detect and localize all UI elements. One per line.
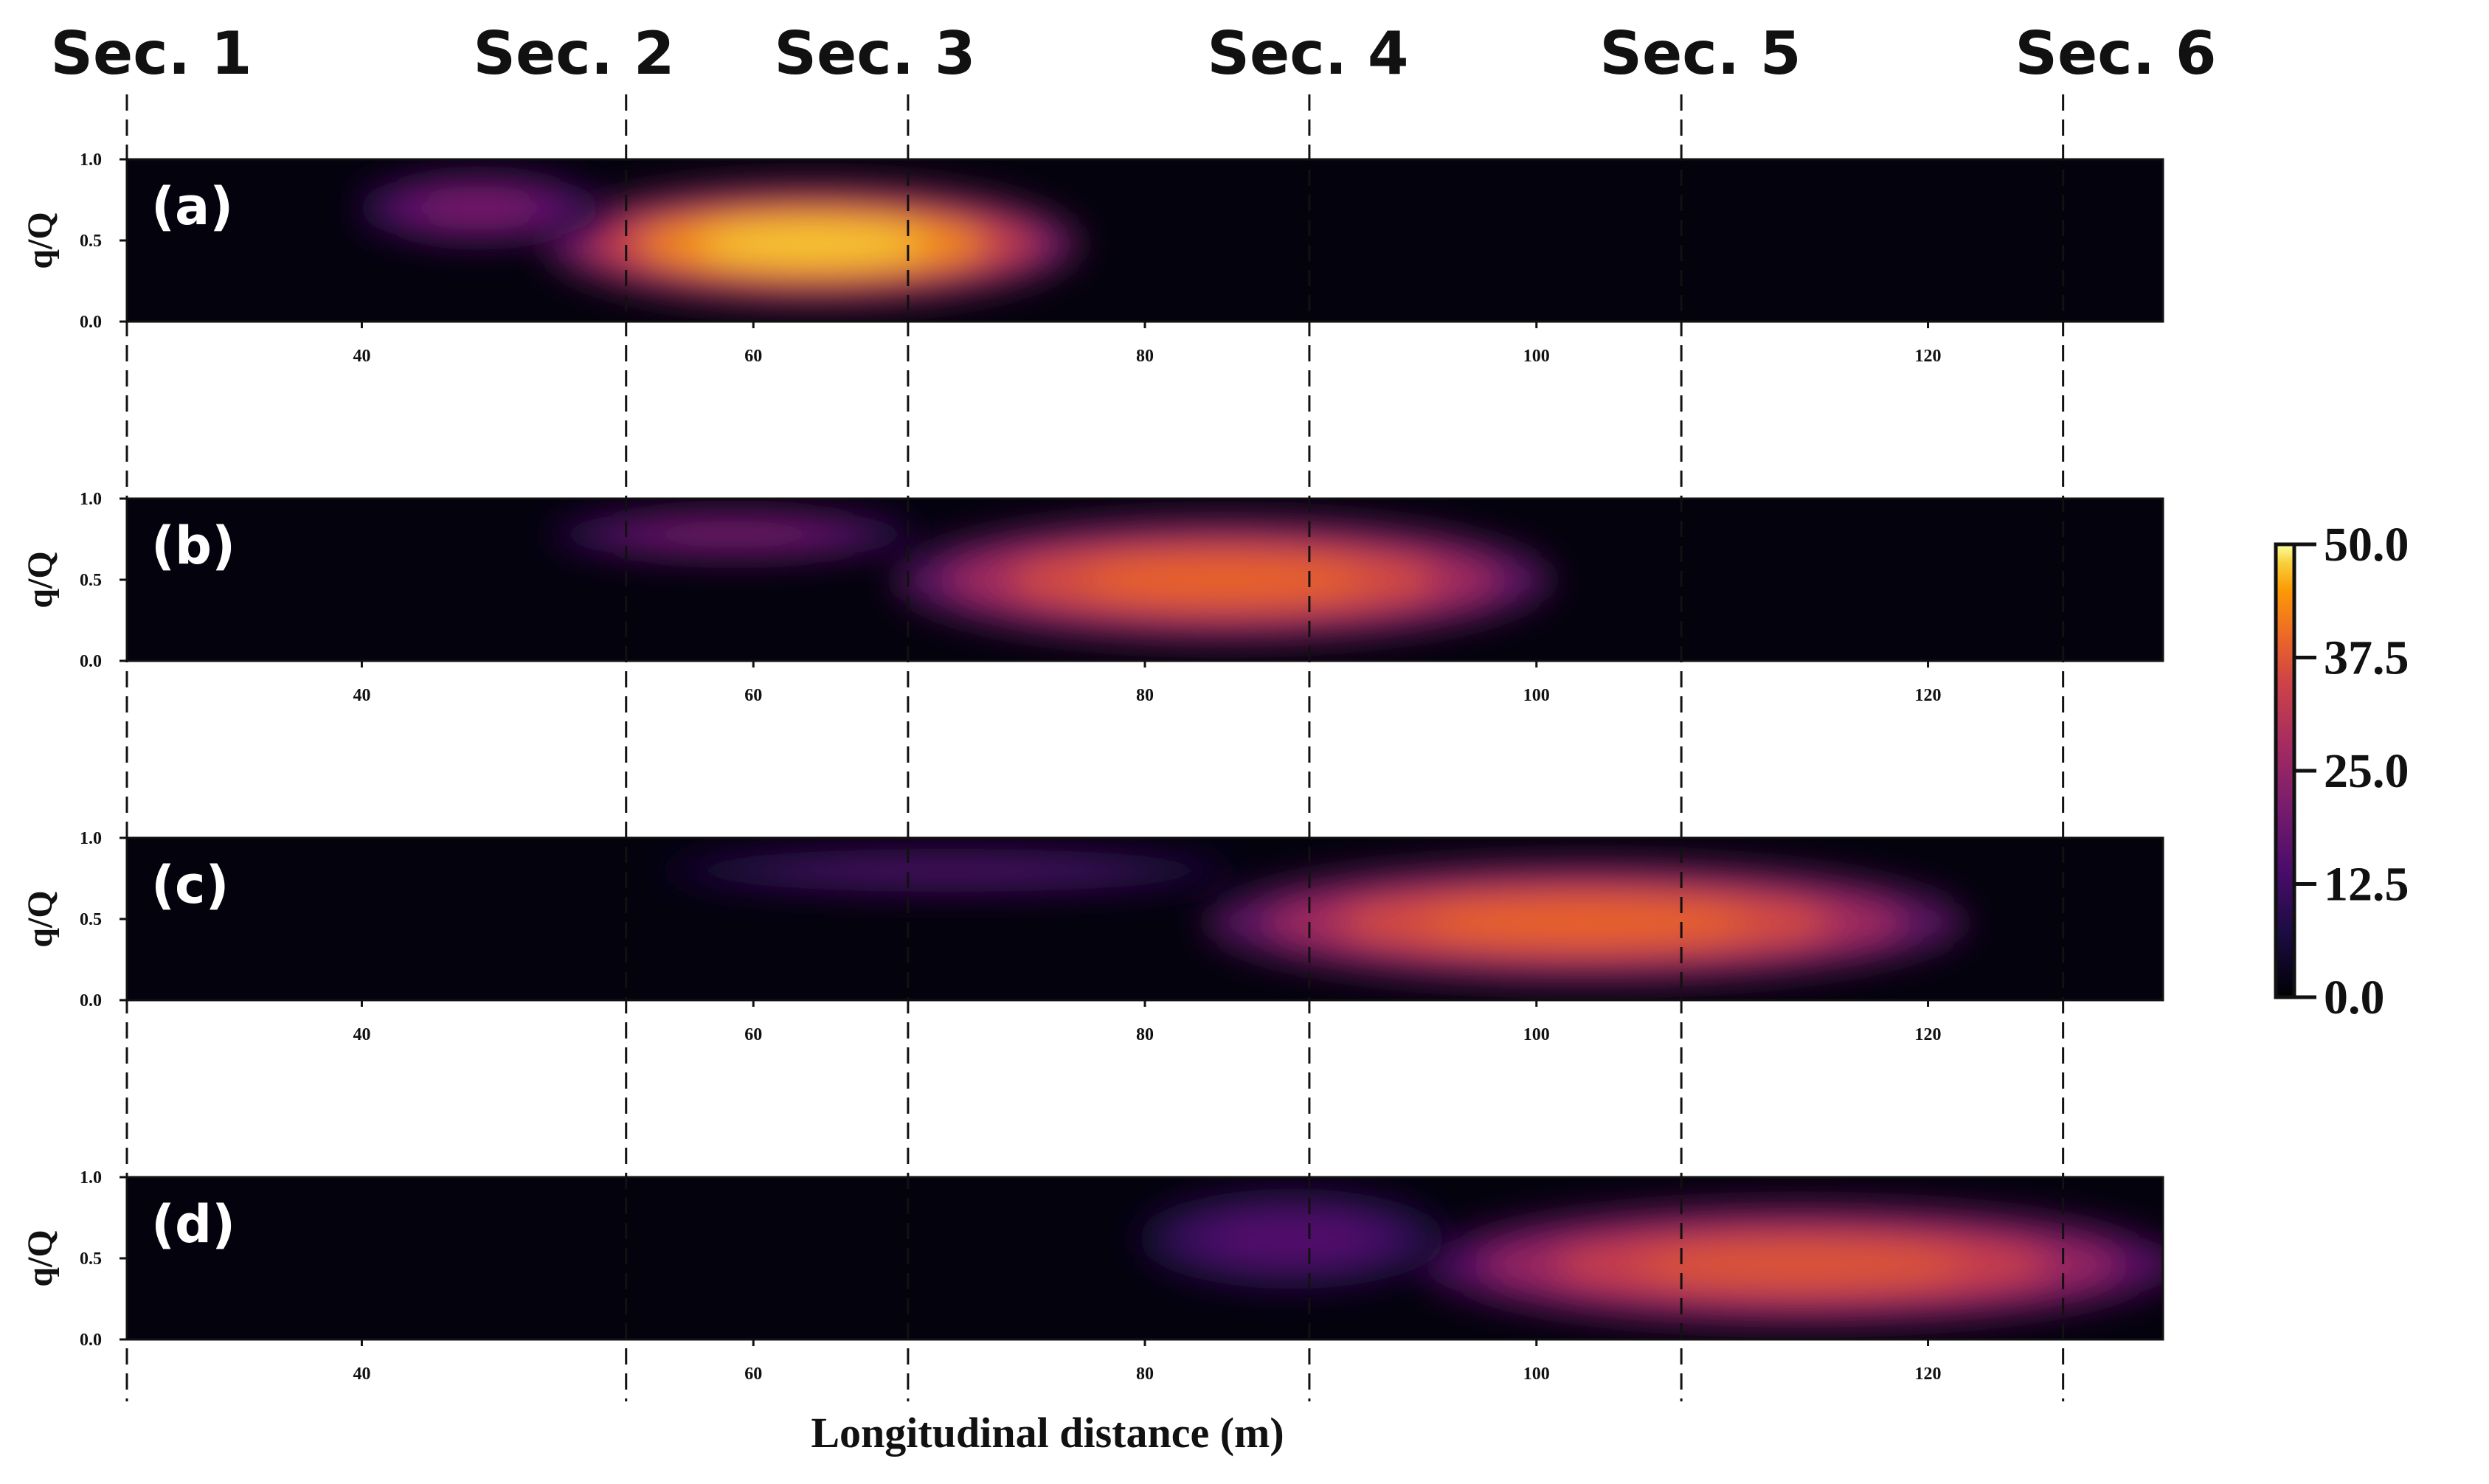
x-tick-label: 80 (1136, 1365, 1154, 1384)
heatmap-blob (894, 517, 1552, 642)
y-tick-label: 1.0 (80, 490, 102, 509)
heatmap-field (661, 848, 1966, 983)
colorbar-tick-label: 50.0 (2324, 518, 2409, 572)
y-tick-label: 1.0 (80, 150, 102, 170)
x-tick-label: 80 (1136, 686, 1154, 705)
heatmap-blob (1205, 861, 1966, 983)
y-tick-label: 0.0 (80, 313, 102, 332)
heatmap-field (356, 172, 1080, 305)
y-tick-label: 0.5 (80, 910, 102, 929)
x-tick-label: 120 (1915, 686, 1942, 705)
colorbar-ticks: 50.0 37.5 25.0 12.5 0.0 (2294, 518, 2409, 1024)
x-tick-label: 100 (1523, 686, 1550, 705)
y-axis-label: q/Q (21, 551, 60, 608)
section-label: Sec. 4 (1207, 19, 1408, 88)
y-axis-label: q/Q (21, 212, 60, 268)
x-tick-label: 40 (353, 347, 370, 366)
x-tick-label: 60 (744, 347, 762, 366)
panel-label: (d) (151, 1194, 235, 1255)
x-tick-label: 60 (744, 1365, 762, 1384)
section-label: Sec. 1 (50, 19, 252, 88)
colorbar: 50.0 37.5 25.0 12.5 0.0 (2274, 518, 2409, 1024)
x-tick-label: 100 (1523, 1025, 1550, 1044)
x-tick-label: 120 (1915, 1365, 1942, 1384)
heatmap-panels: (a) 0.0 0.5 1.0 q/Q 40 60 80 100 120 (b) 0.0 0.5 1.0 q… (21, 150, 2164, 1384)
x-tick-label: 80 (1136, 1025, 1154, 1044)
x-tick-label: 80 (1136, 347, 1154, 366)
y-tick-label: 0.5 (80, 1249, 102, 1269)
heatmap-blob (661, 848, 1237, 892)
heatmap-blob (1138, 1188, 1447, 1289)
panel-1: (a) 0.0 0.5 1.0 q/Q 40 60 80 100 120 (21, 150, 2164, 366)
section-label: Sec. 5 (1599, 19, 1801, 88)
section-label: Sec. 2 (473, 19, 674, 88)
heatmap-field (548, 509, 1552, 642)
y-axis-label: q/Q (21, 1230, 60, 1286)
heatmap-blob (1420, 1204, 2163, 1326)
panel-label: (c) (151, 855, 229, 915)
x-tick-label: 120 (1915, 347, 1942, 366)
section-label: Sec. 3 (774, 19, 975, 88)
x-tick-label: 40 (353, 686, 370, 705)
colorbar-tick-label: 0.0 (2324, 971, 2385, 1024)
y-tick-label: 1.0 (80, 1168, 102, 1187)
x-tick-label: 40 (353, 1025, 370, 1044)
panel-label: (a) (151, 176, 233, 237)
section-markers: Sec. 1 Sec. 2 Sec. 3 Sec. 4 Sec. 5 Sec. 6 (50, 19, 2217, 1401)
colorbar-gradient (2274, 542, 2296, 999)
colorbar-tick-label: 25.0 (2324, 744, 2409, 798)
panel-3: (c) 0.0 0.5 1.0 q/Q 40 60 80 100 120 (21, 829, 2164, 1044)
x-tick-label: 60 (744, 1025, 762, 1044)
panel-2: (b) 0.0 0.5 1.0 q/Q 40 60 80 100 120 (21, 490, 2164, 705)
heatmap-blob (548, 509, 919, 560)
y-tick-label: 1.0 (80, 829, 102, 848)
y-tick-label: 0.0 (80, 991, 102, 1010)
section-label: Sec. 6 (2015, 19, 2216, 88)
x-tick-label: 120 (1915, 1025, 1942, 1044)
heatmap-blob (356, 172, 603, 244)
colorbar-tick-label: 37.5 (2324, 631, 2409, 685)
colorbar-tick-label: 12.5 (2324, 858, 2409, 912)
y-tick-label: 0.0 (80, 1331, 102, 1350)
x-tick-label: 100 (1523, 347, 1550, 366)
y-tick-label: 0.5 (80, 232, 102, 251)
x-tick-label: 60 (744, 686, 762, 705)
heatmap-blob (544, 183, 1080, 305)
y-axis-label: q/Q (21, 890, 60, 947)
panel-4: (d) 0.0 0.5 1.0 q/Q 40 60 80 100 120 (21, 1168, 2164, 1384)
x-tick-label: 40 (353, 1365, 370, 1384)
x-axis-label: Longitudinal distance (m) (811, 1409, 1284, 1457)
y-tick-label: 0.5 (80, 571, 102, 590)
panel-label: (b) (151, 516, 235, 576)
y-tick-label: 0.0 (80, 652, 102, 671)
heatmap-field (1138, 1188, 2163, 1326)
x-tick-label: 100 (1523, 1365, 1550, 1384)
